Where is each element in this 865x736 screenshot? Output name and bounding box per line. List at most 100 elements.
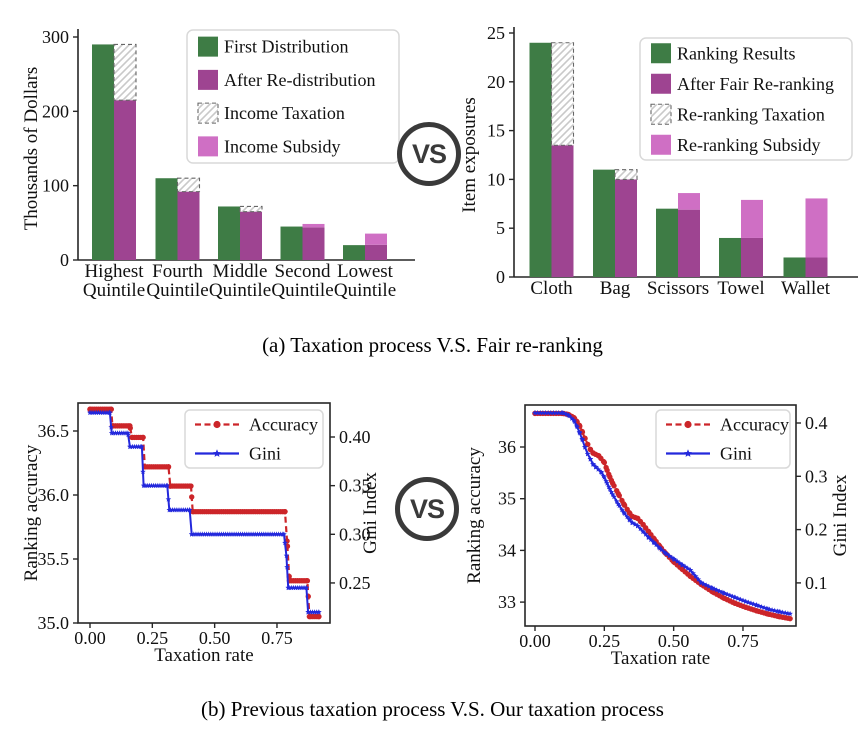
x-tick-label: 0.25 [137, 628, 169, 648]
bar-post [114, 100, 136, 260]
vs-badge-bottom: VS [395, 477, 459, 541]
bar-first [218, 206, 240, 260]
x-axis-label: Taxation rate [154, 645, 253, 666]
legend-label: After Re-distribution [224, 70, 375, 90]
x-category-label: Highest [84, 261, 144, 282]
legend-label: Gini [720, 444, 752, 464]
right-tick-label: 0.30 [339, 524, 371, 544]
x-tick-label: 0.50 [199, 628, 231, 648]
legend-label: Ranking Results [677, 43, 796, 63]
x-tick-label: 0.75 [727, 631, 759, 651]
legend: First Distribution After Re-distribution I… [186, 29, 400, 164]
y-tick-label: 200 [42, 101, 69, 121]
legend: Ranking Results After Fair Re-ranking Re-r… [639, 37, 853, 161]
series-gini [532, 409, 793, 617]
bar-post [805, 257, 828, 277]
bar-subsidy [678, 193, 700, 210]
bar-post [615, 179, 637, 277]
left-tick-label: 36 [498, 437, 516, 457]
left-tick-label: 35.5 [38, 549, 70, 569]
series-accuracy [87, 406, 322, 620]
bar-first [343, 245, 365, 260]
y-tick-label: 25 [487, 23, 505, 43]
vs-label: VS [411, 138, 447, 169]
bar-first [656, 208, 678, 277]
bar-subsidy [805, 198, 828, 258]
legend-label: Income Taxation [224, 103, 345, 123]
right-tick-label: 0.25 [339, 573, 371, 593]
bar-taxation-hatch [113, 43, 137, 101]
y-axis-label: Thousands of Dollars [21, 67, 42, 231]
bar-post [551, 145, 574, 277]
x-tick-label: 0.00 [74, 628, 106, 648]
legend-swatch [197, 102, 219, 124]
bar-post [240, 211, 262, 260]
x-category-label: Lowest [337, 261, 394, 282]
legend-swatch [651, 43, 671, 64]
left-tick-label: 34 [498, 540, 516, 560]
x-category-label: Bag [600, 278, 631, 299]
x-category-label: Quintile [146, 280, 208, 301]
right-tick-label: 0.40 [339, 427, 371, 447]
axes: 0 5 10 15 20 25 Item exposures [459, 23, 858, 287]
y-tick-label: 100 [42, 176, 69, 196]
legend-label: After Fair Re-ranking [677, 74, 834, 94]
bar-post [678, 209, 700, 277]
x-category-label: Middle [213, 261, 268, 282]
bar-taxation-hatch [550, 42, 575, 146]
x-category-label: Towel [717, 278, 764, 299]
bar-first [529, 42, 552, 278]
legend-label: Re-ranking Subsidy [677, 135, 821, 155]
legend: Accuracy Gini [184, 409, 324, 469]
bar-post [741, 237, 763, 277]
legend-swatch [198, 36, 218, 57]
x-category-labels: Cloth Bag Scissors Towel Wallet [530, 278, 830, 299]
left-tick-label: 33 [498, 592, 516, 612]
legend-label: Income Subsidy [224, 136, 341, 156]
y-tick-label: 15 [487, 121, 505, 141]
bars [529, 42, 828, 278]
vs-label: VS [409, 493, 445, 524]
legend-swatch [650, 103, 672, 125]
y-tick-label: 10 [487, 169, 505, 189]
x-category-label: Wallet [781, 278, 831, 299]
bar-subsidy [741, 199, 763, 238]
y-tick-label: 5 [496, 218, 505, 238]
left-axis-label: Ranking accuracy [21, 444, 42, 581]
y-tick-label: 0 [60, 250, 69, 270]
legend-label: First Distribution [224, 37, 349, 57]
y-tick-label: 300 [42, 27, 69, 47]
left-tick-label: 35.0 [38, 613, 70, 633]
legend-label: Gini [249, 444, 281, 464]
right-tick-label: 0.2 [805, 520, 828, 540]
bar-first [783, 257, 806, 277]
left-axis-label: Ranking accuracy [464, 447, 485, 584]
bar-subsidy [365, 233, 387, 245]
x-category-label: Quintile [83, 280, 145, 301]
legend-swatch [198, 69, 218, 90]
x-category-label: Quintile [334, 280, 396, 301]
right-tick-label: 0.3 [805, 466, 828, 486]
bar-first [280, 226, 303, 260]
legend-label: Accuracy [249, 415, 318, 435]
x-category-labels: HighestQuintileFourthQuintileMiddleQuint… [83, 261, 396, 301]
x-category-label: Cloth [530, 278, 573, 299]
left-tick-label: 35 [498, 489, 516, 509]
bar-taxation-hatch [176, 177, 201, 193]
left-tick-label: 36.0 [38, 485, 70, 505]
chart-previous-taxation-tradeoff: 35.0 35.5 36.0 36.5 0.25 0.30 0.35 0.40 0.00 0.25… [21, 402, 381, 666]
x-category-label: Second [275, 261, 331, 282]
x-category-label: Quintile [209, 280, 271, 301]
y-axis-label: Item exposures [459, 97, 480, 213]
x-category-label: Fourth [152, 261, 203, 282]
x-tick-label: 0.50 [658, 631, 690, 651]
caption-b: (b) Previous taxation process V.S. Our t… [201, 697, 664, 721]
y-tick-label: 20 [487, 72, 505, 92]
right-tick-label: 0.1 [805, 573, 828, 593]
x-tick-label: 0.00 [519, 631, 551, 651]
bar-post [365, 244, 387, 260]
right-axis-label: Gini Index [360, 472, 381, 554]
x-category-label: Scissors [647, 278, 709, 299]
